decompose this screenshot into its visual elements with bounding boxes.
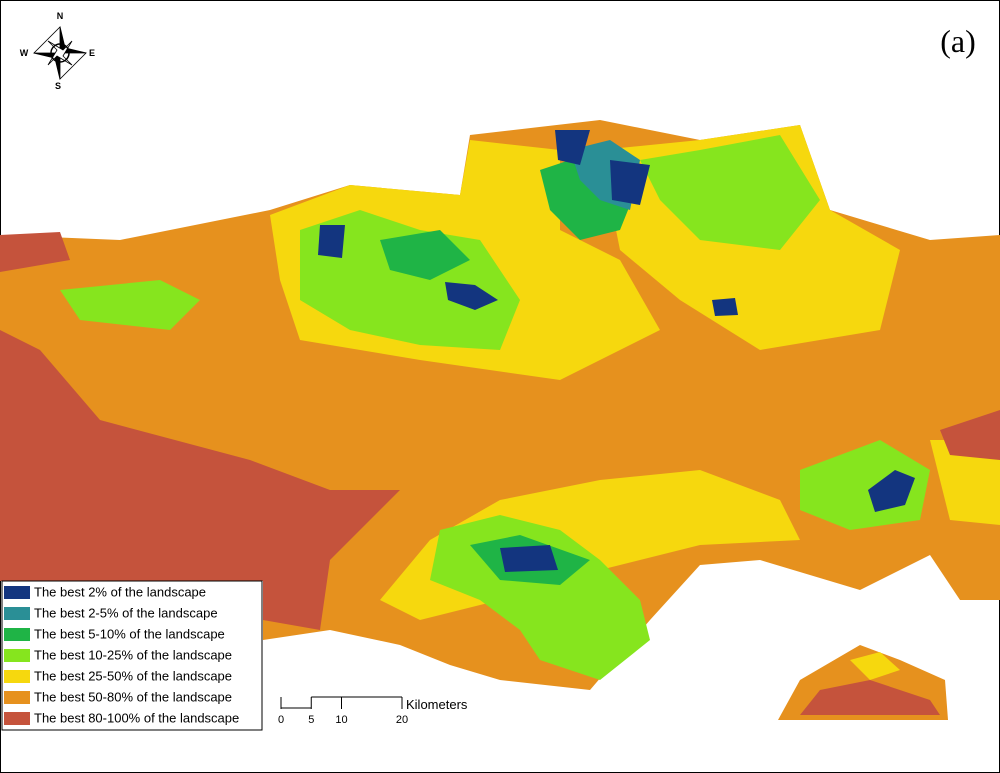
scale-bar: 0 5 10 20 Kilometers <box>278 696 468 726</box>
compass-s: S <box>55 81 61 91</box>
compass-ring <box>50 43 70 63</box>
legend-label: The best 80-100% of the landscape <box>34 710 239 725</box>
map-region <box>712 298 738 316</box>
map-region <box>60 280 200 330</box>
map-region <box>940 410 1000 460</box>
map-region <box>930 440 1000 525</box>
map-region <box>868 470 915 512</box>
legend-swatch <box>4 607 30 620</box>
compass-e: E <box>89 48 95 58</box>
compass-n: N <box>57 11 64 21</box>
legend-label: The best 10-25% of the landscape <box>34 647 232 662</box>
legend-label: The best 50-80% of the landscape <box>34 689 232 704</box>
legend-swatch <box>4 712 30 725</box>
map-region <box>800 440 930 530</box>
compass-rose <box>33 26 87 80</box>
legend-swatch <box>4 628 30 641</box>
map-region <box>318 225 345 258</box>
map-region <box>850 652 900 680</box>
map-region <box>445 282 498 310</box>
map-region <box>300 210 520 350</box>
legend-swatch <box>4 649 30 662</box>
map <box>0 120 1000 720</box>
map-region <box>610 160 650 205</box>
panel-label: (a) <box>940 23 976 59</box>
legend-swatch <box>4 586 30 599</box>
scale-bar-line <box>281 696 402 709</box>
scale-label: 0 <box>278 714 284 726</box>
scale-unit: Kilometers <box>406 697 468 712</box>
scale-label: 5 <box>308 714 314 726</box>
legend-swatch <box>4 670 30 683</box>
scale-label: 10 <box>335 714 347 726</box>
scale-label: 20 <box>396 714 408 726</box>
legend-swatch <box>4 691 30 704</box>
legend-label: The best 2-5% of the landscape <box>34 605 218 620</box>
legend: The best 2% of the landscape The best 2-5… <box>4 584 239 725</box>
legend-label: The best 2% of the landscape <box>34 584 206 599</box>
legend-label: The best 25-50% of the landscape <box>34 668 232 683</box>
legend-box <box>1 580 263 731</box>
map-region <box>555 130 590 165</box>
map-region <box>640 135 820 250</box>
compass-w: W <box>20 48 29 58</box>
map-region <box>380 230 470 280</box>
map-region <box>500 545 558 572</box>
legend-label: The best 5-10% of the landscape <box>34 626 225 641</box>
map-region <box>0 330 400 630</box>
map-region <box>800 680 940 715</box>
map-region <box>0 232 70 272</box>
